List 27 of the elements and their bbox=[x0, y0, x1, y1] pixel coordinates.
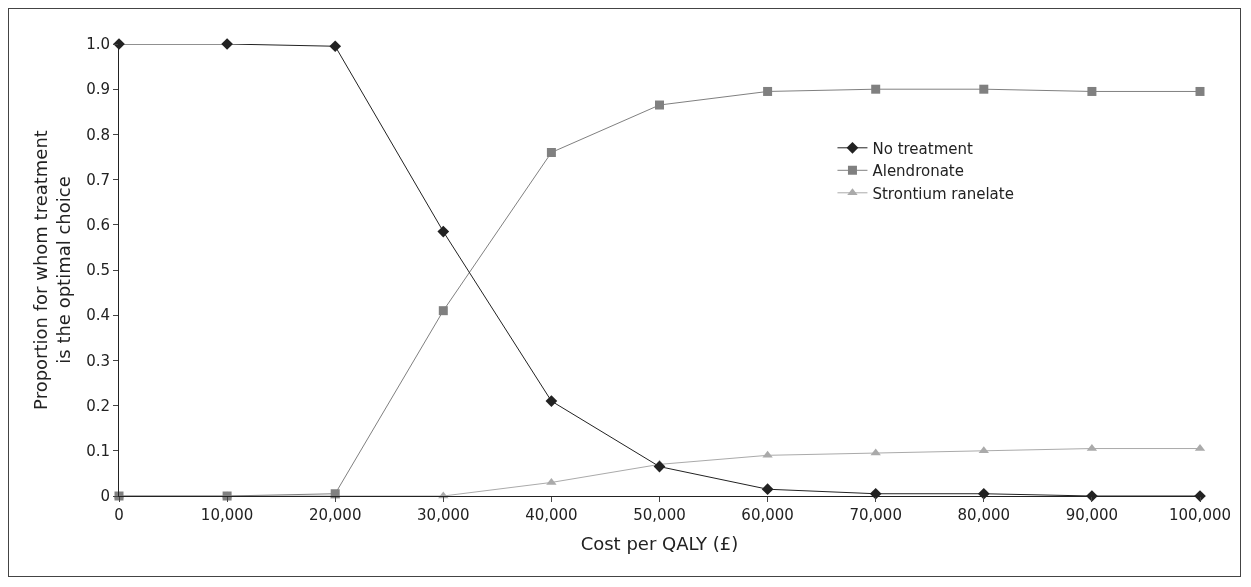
x-tick-label: 50,000 bbox=[633, 506, 686, 524]
y-tick-label: 0.6 bbox=[86, 216, 110, 235]
y-tick-label: 0.3 bbox=[86, 351, 110, 370]
x-tick-label: 70,000 bbox=[849, 506, 902, 524]
y-tick-label: 0 bbox=[100, 487, 110, 506]
y-tick-label: 0.7 bbox=[86, 170, 110, 189]
x-tick-label: 100,000 bbox=[1168, 506, 1232, 524]
x-tick-label: 90,000 bbox=[1065, 506, 1119, 524]
x-tick-label: 60,000 bbox=[741, 506, 794, 524]
y-tick-label: 0.8 bbox=[86, 125, 110, 144]
y-tick-label: 0.4 bbox=[86, 306, 110, 325]
y-tick-label: 0.5 bbox=[86, 261, 110, 280]
x-tick-label: 30,000 bbox=[417, 506, 470, 524]
x-axis-title: Cost per QALY (£) bbox=[580, 533, 739, 555]
y-tick-label: 0.2 bbox=[86, 396, 110, 415]
y-tick-label: 0.9 bbox=[86, 80, 110, 99]
legend-label: No treatment bbox=[872, 139, 973, 158]
y-tick-label: 0.1 bbox=[86, 442, 110, 461]
x-tick-label: 40,000 bbox=[525, 506, 578, 524]
legend-label: Alendronate bbox=[872, 162, 964, 181]
x-tick-label: 20,000 bbox=[308, 506, 362, 524]
y-axis-title: Proportion for whom treatment is the optimal choice bbox=[29, 130, 75, 410]
x-tick-label: 10,000 bbox=[200, 506, 254, 524]
x-tick-label: 0 bbox=[114, 506, 124, 524]
legend-label: Strontium ranelate bbox=[872, 184, 1014, 203]
y-tick-label: 1.0 bbox=[86, 35, 110, 54]
x-tick-label: 80,000 bbox=[957, 506, 1011, 524]
